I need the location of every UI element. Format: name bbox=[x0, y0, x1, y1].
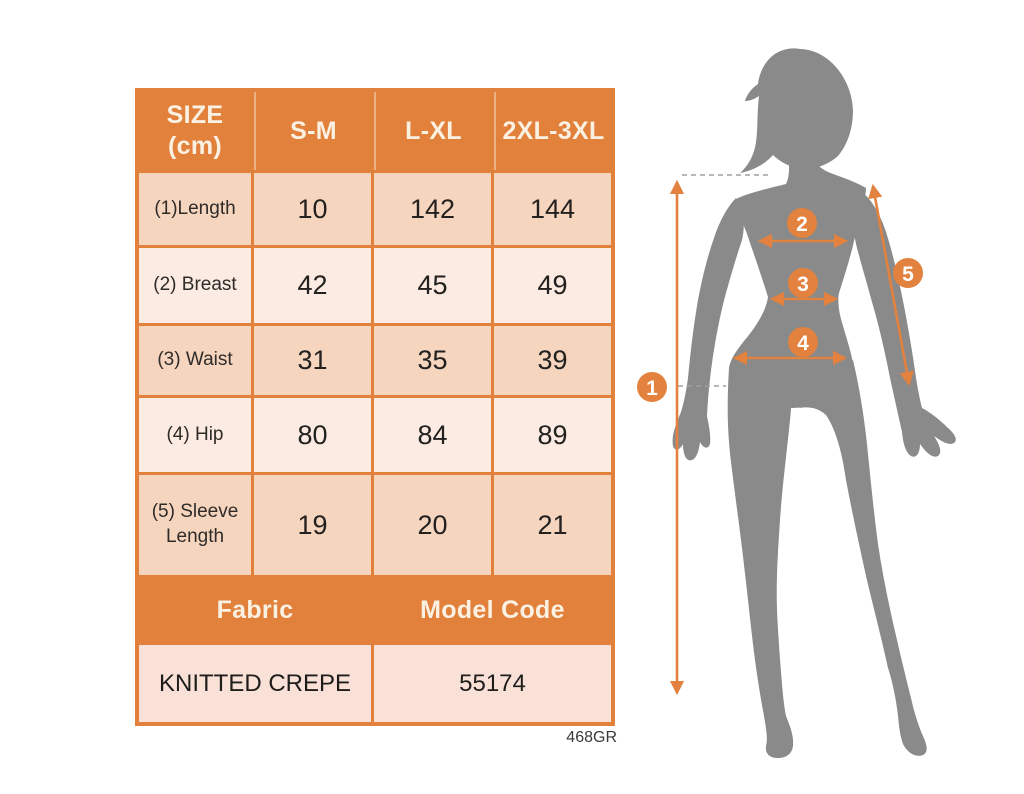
header-cell-size-cm: SIZE (cm) bbox=[139, 92, 251, 170]
weight-note: 468GR bbox=[566, 729, 617, 746]
footer-header-fabric: Fabric bbox=[139, 578, 371, 642]
marker-2-circle bbox=[787, 208, 817, 238]
value-sleeve-lxl: 20 bbox=[374, 475, 491, 575]
footer-value-fabric: KNITTED CREPE bbox=[139, 645, 371, 722]
marker-3: 3 bbox=[788, 268, 818, 298]
value-hip-lxl: 84 bbox=[374, 398, 491, 472]
marker-1-circle bbox=[637, 372, 667, 402]
marker-1-number: 1 bbox=[646, 377, 658, 400]
marker-1: 1 bbox=[637, 372, 667, 402]
marker-3-circle bbox=[788, 268, 818, 298]
value-waist-2xl3xl: 39 bbox=[494, 326, 611, 395]
sleeve-measure-arrow bbox=[868, 183, 914, 387]
size-chart-table: SIZE (cm) S-M L-XL 2XL-3XL (1)Length 10 … bbox=[135, 88, 615, 726]
marker-5-number: 5 bbox=[902, 263, 914, 286]
value-length-sm: 10 bbox=[254, 173, 371, 245]
header-cell-sm: S-M bbox=[254, 92, 371, 170]
size-label-line1: SIZE bbox=[166, 100, 224, 129]
footer-value-model-code: 55174 bbox=[374, 645, 611, 722]
header-cell-lxl: L-XL bbox=[374, 92, 491, 170]
row-label-waist: (3) Waist bbox=[139, 326, 251, 395]
marker-2: 2 bbox=[787, 208, 817, 238]
value-length-lxl: 142 bbox=[374, 173, 491, 245]
marker-5-circle bbox=[893, 258, 923, 288]
value-hip-2xl3xl: 89 bbox=[494, 398, 611, 472]
row-label-sleeve-length: (5) Sleeve Length bbox=[139, 475, 251, 575]
marker-2-number: 2 bbox=[796, 213, 808, 236]
marker-4: 4 bbox=[788, 327, 818, 357]
row-label-breast: (2) Breast bbox=[139, 248, 251, 323]
value-length-2xl3xl: 144 bbox=[494, 173, 611, 245]
value-sleeve-2xl3xl: 21 bbox=[494, 475, 611, 575]
marker-3-number: 3 bbox=[797, 273, 809, 296]
size-label-line2: (cm) bbox=[168, 132, 222, 160]
marker-4-number: 4 bbox=[797, 332, 809, 355]
marker-4-circle bbox=[788, 327, 818, 357]
footer-header-model-code: Model Code bbox=[374, 578, 611, 642]
woman-silhouette-icon bbox=[672, 48, 956, 758]
value-waist-sm: 31 bbox=[254, 326, 371, 395]
value-breast-lxl: 45 bbox=[374, 248, 491, 323]
value-hip-sm: 80 bbox=[254, 398, 371, 472]
value-breast-2xl3xl: 49 bbox=[494, 248, 611, 323]
value-waist-lxl: 35 bbox=[374, 326, 491, 395]
header-cell-2xl3xl: 2XL-3XL bbox=[494, 92, 611, 170]
marker-5: 5 bbox=[893, 258, 923, 288]
value-sleeve-sm: 19 bbox=[254, 475, 371, 575]
row-label-length: (1)Length bbox=[139, 173, 251, 245]
value-breast-sm: 42 bbox=[254, 248, 371, 323]
row-label-hip: (4) Hip bbox=[139, 398, 251, 472]
